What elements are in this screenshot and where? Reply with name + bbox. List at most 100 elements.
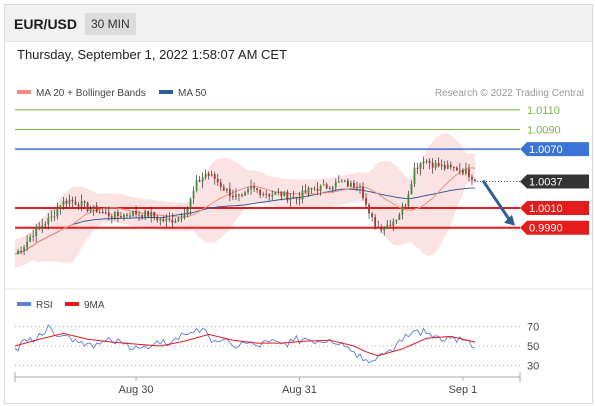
candle-body [216,178,219,183]
last-price-tag [520,174,589,189]
candle-body [458,169,461,171]
candle-body [468,169,470,177]
candle-body [123,214,125,218]
attribution-label: Research © 2022 Trading Central [435,88,584,99]
candle-body [374,217,377,227]
rsi-plot-area: 70 50 30 [14,322,539,372]
candle-body [471,176,473,180]
candle-body [277,191,280,193]
candle-body [286,191,289,201]
candle-body [116,212,119,217]
candle-body [362,186,364,199]
candle-body [316,188,319,192]
x-tick-label-1: Aug 31 [282,384,317,396]
candle-body [407,194,410,207]
level-label-0: 1.0110 [527,105,560,117]
rsi-level-label-70: 70 [527,322,539,334]
candle-body [334,182,337,188]
candle-body [434,162,437,168]
level-label-2: 1.0070 [529,144,563,156]
candle-body [443,164,446,169]
candle-body [219,182,222,187]
candle-body [247,189,249,193]
candle-body [301,190,304,200]
candle-body [386,224,389,228]
candle-body [59,205,62,209]
candle-body [153,211,156,217]
legend-swatch-ma20 [17,90,31,94]
candle-body [235,194,237,198]
candle-body [404,205,407,207]
candle-body [53,216,56,218]
candle-body [47,217,50,225]
legend-swatch-rsi [17,302,31,306]
candle-body [62,200,65,206]
candle-body [295,196,298,199]
candle-body [359,186,361,188]
candle-body [56,208,59,217]
candle-body [189,198,192,209]
candle-body [328,188,331,190]
candle-body [231,195,234,198]
candle-body [395,220,398,222]
candle-body [126,214,128,216]
candle-body [292,196,295,199]
candle-body [44,224,47,226]
projection-arrow-shaft [481,179,512,222]
candle-body [141,214,144,218]
candle-body [162,219,165,221]
candle-body [428,160,431,163]
candle-body [244,192,246,196]
candle-body [159,219,162,221]
candle-body [241,195,243,197]
chart-widget: EUR/USD 30 MIN Thursday, September 1, 20… [4,4,593,404]
candle-body [168,218,171,220]
candle-body [222,186,225,191]
candle-body [110,216,113,218]
last-price-label: 1.0037 [529,177,563,189]
candle-body [449,164,452,168]
chart-header: EUR/USD 30 MIN [5,5,592,42]
price-plot-area: 1.0110 1.0090 1.0070 1.0010 0.9990 1.0037 [14,105,589,269]
candle-body [80,201,83,207]
candle-body [177,218,180,222]
candle-body [280,191,283,197]
candle-body [319,185,322,192]
candle-body [95,205,98,213]
level-tag-3 [520,201,589,216]
projection-arrow-head [504,214,515,226]
level-label-4: 0.9990 [529,223,563,235]
candle-body [26,241,29,248]
candle-body [92,205,95,210]
candle-body [413,167,416,185]
level-tag-2 [520,142,589,157]
candle-body [455,167,458,171]
candle-body [38,226,41,228]
candle-body [368,204,370,214]
candle-body [165,218,168,221]
candle-body [371,213,374,218]
candle-body [410,184,413,195]
candle-body [228,188,231,196]
candle-body [238,194,240,196]
candle-body [207,173,210,176]
candle-body [437,162,440,167]
candle-body [210,174,213,176]
candle-body [113,212,116,218]
rsi-line [14,324,476,364]
candle-body [104,212,107,214]
candle-body [101,211,104,213]
level-tag-4 [520,220,589,235]
candle-body [289,198,292,201]
symbol-label: EUR/USD [14,16,78,32]
candle-body [425,160,428,163]
candle-body [283,191,286,197]
interval-badge[interactable]: 30 MIN [85,13,136,35]
candle-body [77,204,80,207]
candle-body [401,205,404,215]
candle-body [259,189,262,196]
candle-body [201,177,204,182]
legend-swatch-ma50 [159,90,173,94]
candle-body [138,214,140,216]
candle-body [325,184,328,189]
